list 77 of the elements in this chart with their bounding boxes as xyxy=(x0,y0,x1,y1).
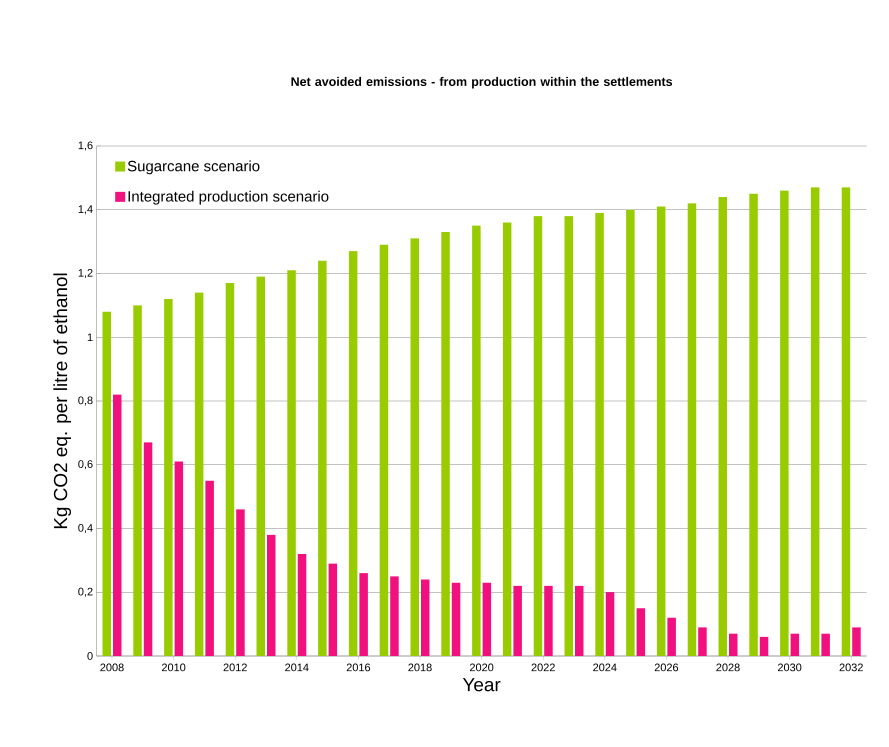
bar xyxy=(656,206,666,656)
bar xyxy=(472,226,481,656)
bar xyxy=(606,592,614,656)
x-tick-label: 2012 xyxy=(224,664,247,672)
bar xyxy=(441,232,450,656)
y-tick-label: 0,2 xyxy=(78,588,93,597)
bar xyxy=(729,634,738,656)
bar xyxy=(380,244,388,656)
x-tick-label: 2024 xyxy=(593,664,617,672)
bar xyxy=(205,480,214,656)
y-tick-label: 0,4 xyxy=(78,524,93,534)
y-tick-label: 0,8 xyxy=(78,396,93,406)
x-tick-label: 2032 xyxy=(840,664,863,672)
bar xyxy=(102,312,112,656)
bar xyxy=(575,586,584,656)
bar xyxy=(266,534,276,656)
bar xyxy=(359,573,368,656)
bar xyxy=(698,627,707,656)
bar xyxy=(667,618,676,656)
y-tick-label: 1,6 xyxy=(78,141,93,151)
bar xyxy=(534,216,542,656)
x-tick-label: 2008 xyxy=(100,664,124,672)
bar xyxy=(544,586,553,656)
bar xyxy=(133,305,142,656)
bar xyxy=(410,238,420,656)
bar xyxy=(298,554,306,656)
x-axis-title: Year xyxy=(462,678,500,692)
x-tick-label: 2030 xyxy=(778,664,802,672)
x-tick-label: 2014 xyxy=(285,664,309,672)
bar xyxy=(688,203,696,656)
x-tick-label: 2016 xyxy=(346,664,370,672)
bar xyxy=(502,222,512,656)
y-tick-label: 1,2 xyxy=(78,268,93,278)
bar xyxy=(852,627,861,656)
bar xyxy=(513,586,522,656)
x-tick-label: 2022 xyxy=(532,664,555,672)
y-tick-label: 0,6 xyxy=(78,460,93,470)
bar xyxy=(626,210,635,656)
x-tick-label: 2028 xyxy=(716,664,740,672)
bar xyxy=(287,270,296,656)
bar xyxy=(790,634,800,656)
y-axis-title: Kg CO2 eq. per litre of ethanol xyxy=(53,274,71,528)
x-tick-label: 2026 xyxy=(654,664,678,672)
bar xyxy=(718,196,728,656)
bar xyxy=(390,576,399,656)
bar xyxy=(760,636,768,656)
bar xyxy=(236,509,245,656)
x-tick-label: 2020 xyxy=(470,664,494,672)
bar xyxy=(564,216,574,656)
bar xyxy=(821,634,830,656)
bar xyxy=(421,580,430,656)
bar xyxy=(144,442,152,656)
bar xyxy=(749,194,758,656)
bar xyxy=(226,283,234,656)
bar xyxy=(348,251,358,656)
bar xyxy=(174,462,184,656)
y-tick-label: 0 xyxy=(87,652,93,660)
legend-label: Sugarcane scenario xyxy=(128,160,260,174)
bar xyxy=(842,187,850,656)
chart-title: Net avoided emissions - from production within the settlements xyxy=(291,76,672,88)
bar xyxy=(328,564,338,656)
y-tick-label: 1 xyxy=(88,333,93,342)
legend-label: Integrated production scenario xyxy=(128,190,328,205)
bar xyxy=(452,582,460,656)
bar xyxy=(256,276,266,656)
bar xyxy=(636,608,646,656)
y-tick-label: 1,4 xyxy=(78,205,93,214)
bar xyxy=(112,394,122,656)
bar xyxy=(595,212,604,656)
bar xyxy=(194,292,204,656)
bar xyxy=(810,187,820,656)
bar xyxy=(164,298,173,656)
x-tick-label: 2010 xyxy=(162,664,186,672)
bar xyxy=(482,582,492,656)
bar xyxy=(318,260,327,656)
bar xyxy=(780,190,789,656)
x-tick-label: 2018 xyxy=(408,664,432,672)
